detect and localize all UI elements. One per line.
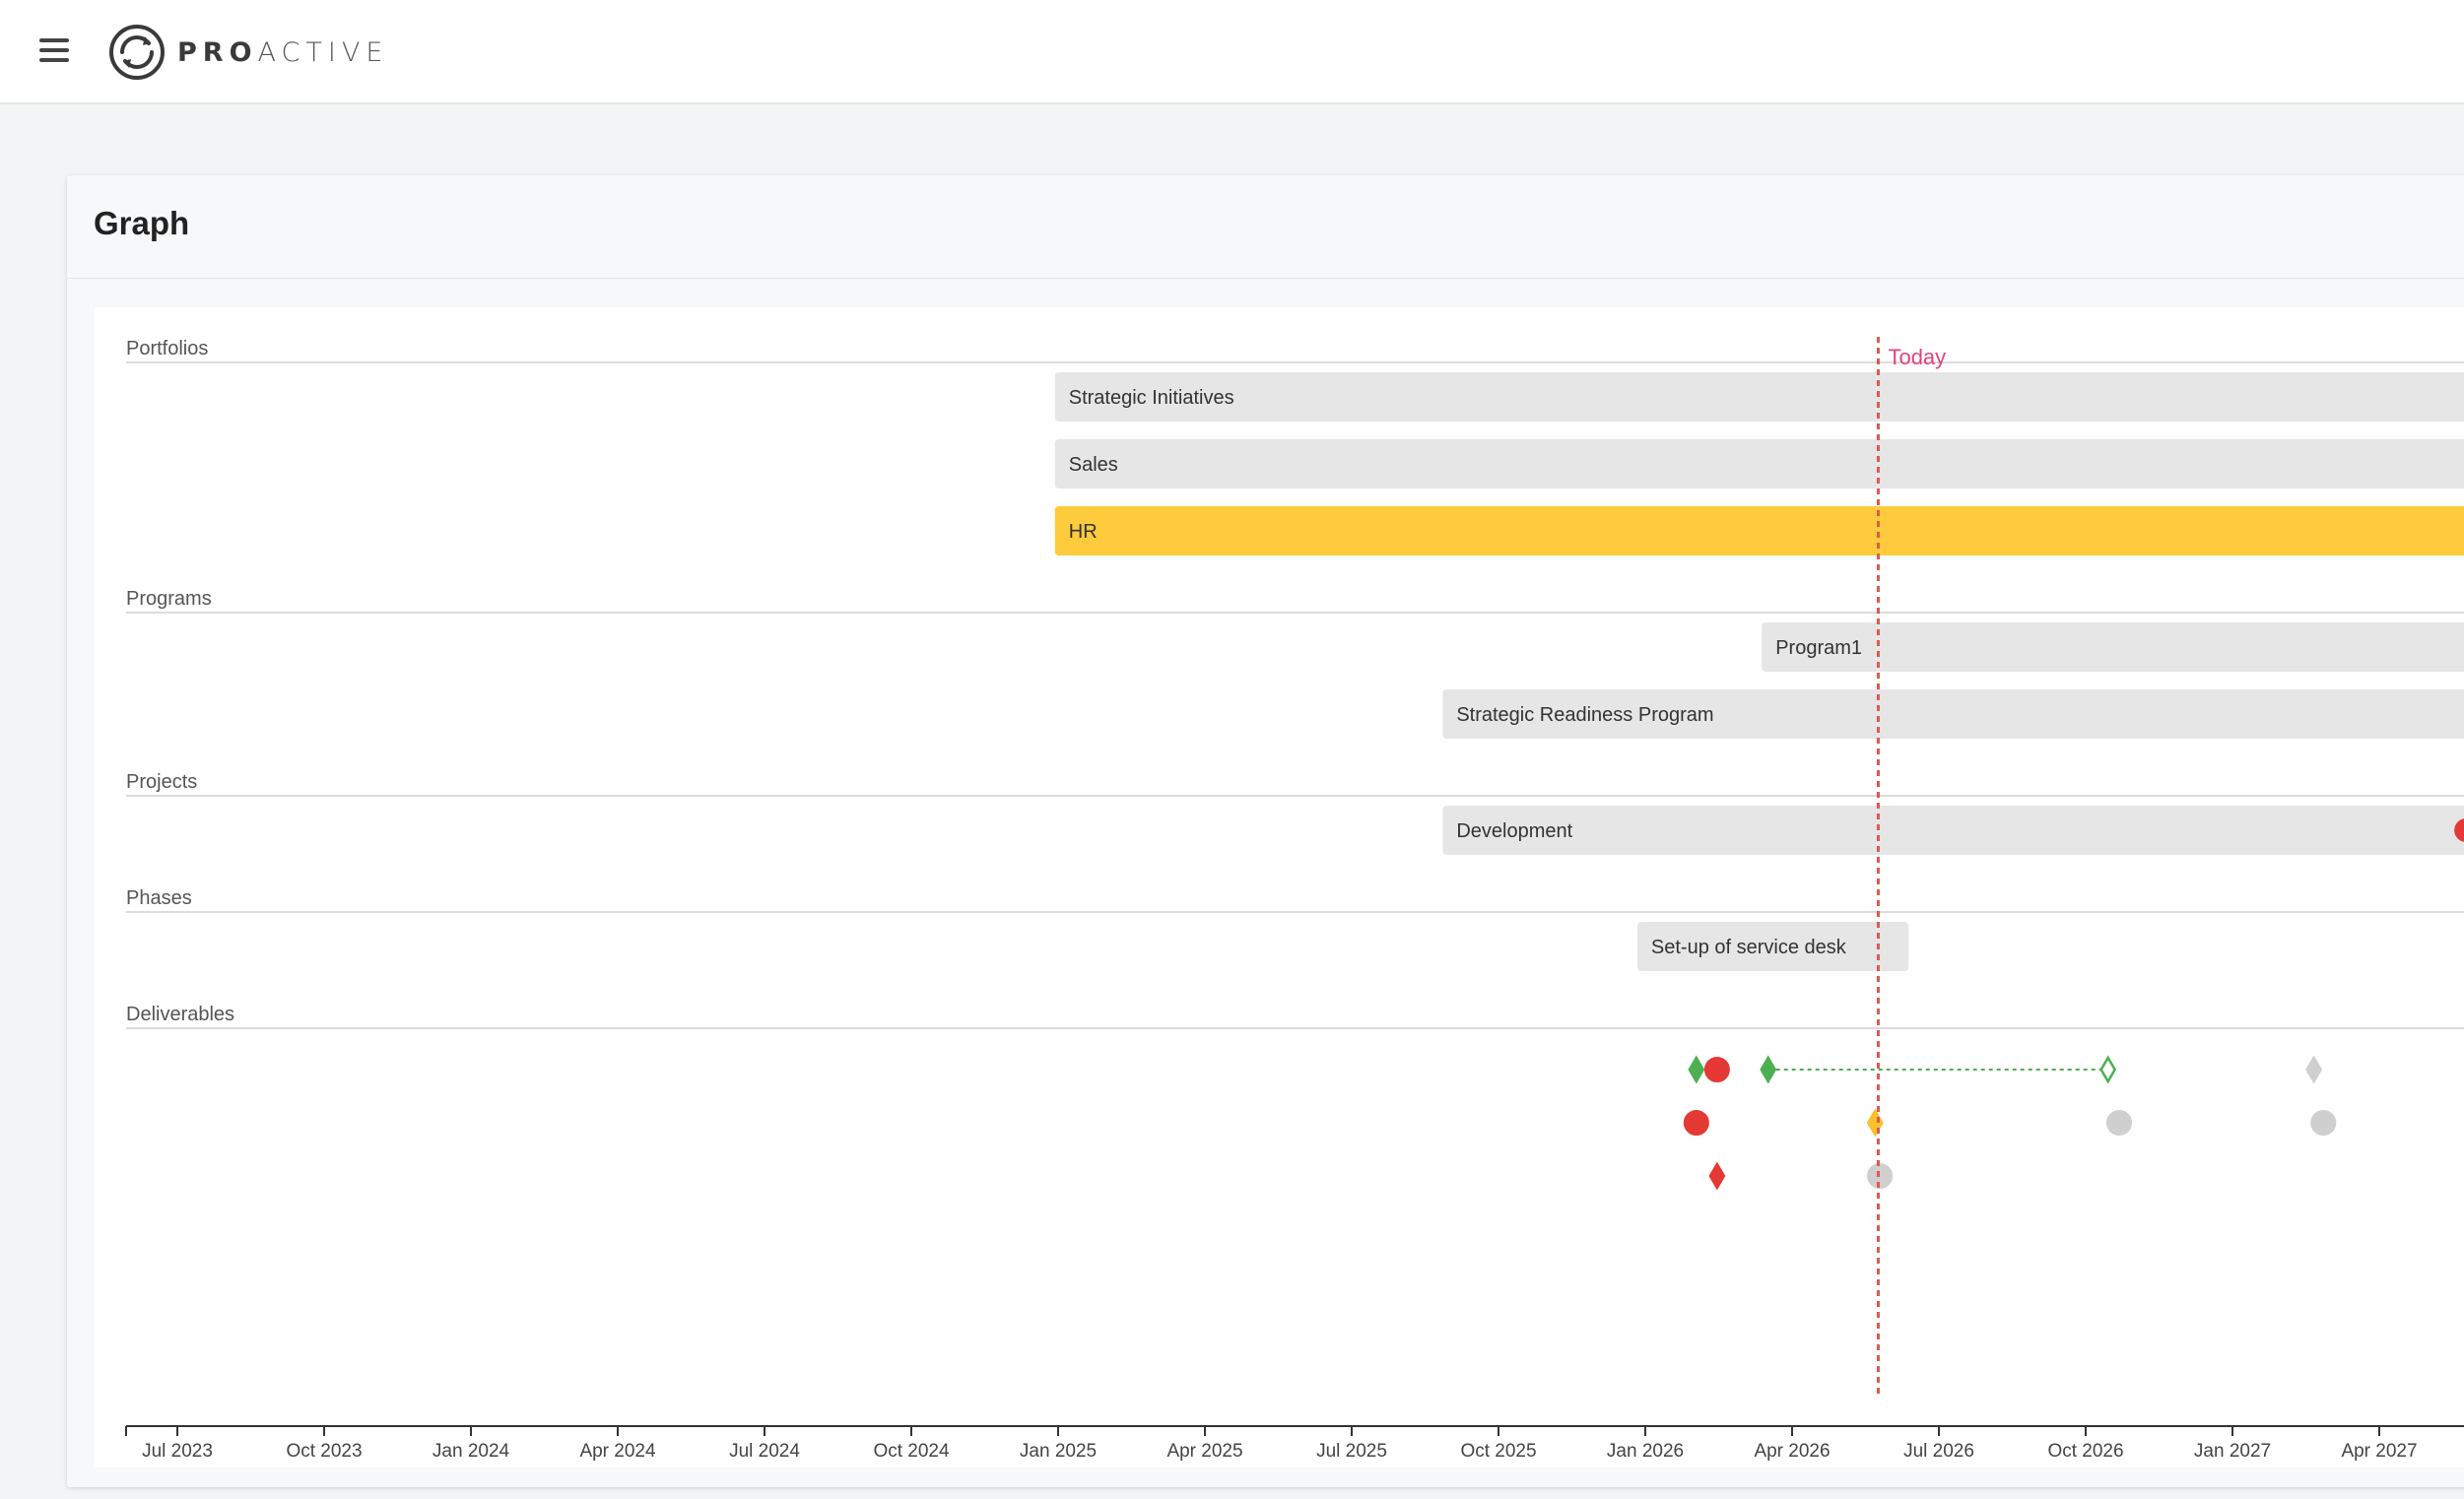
section-label-deliverables: Deliverables — [126, 1004, 234, 1025]
timeline-bar[interactable] — [1442, 806, 2464, 855]
timeline-bar-label: HR — [1069, 521, 1098, 543]
x-axis-tick-label: Oct 2025 — [1460, 1441, 1536, 1462]
deliverable-circle[interactable] — [1867, 1163, 1894, 1189]
timeline-bar-label: Strategic Initiatives — [1069, 387, 1234, 409]
timeline-chart-area: Portfolios Strategic Initiatives Sales HR Pr… — [95, 307, 2464, 1467]
timeline-bar[interactable] — [1054, 506, 2464, 555]
card-header-divider — [67, 278, 2464, 279]
timeline-bar-label: Development — [1456, 820, 1572, 842]
deliverable-diamond[interactable] — [2305, 1055, 2323, 1084]
x-axis-tick-label: Jul 2024 — [729, 1441, 800, 1462]
deliverable-circle[interactable] — [2310, 1110, 2337, 1136]
x-axis-tick-label: Jan 2027 — [2194, 1441, 2271, 1462]
x-axis-tick-label: Oct 2026 — [2047, 1441, 2123, 1462]
timeline-bar[interactable] — [1054, 439, 2464, 489]
x-axis-tick-label: Jul 2023 — [142, 1441, 213, 1462]
deliverable-circle[interactable] — [2106, 1110, 2133, 1136]
timeline-bar-label: Sales — [1069, 454, 1118, 476]
x-axis-tick-label: Jan 2026 — [1607, 1441, 1684, 1462]
deliverable-diamond[interactable] — [1708, 1161, 1726, 1191]
card-title: Graph — [94, 205, 190, 241]
x-axis-tick-label: Oct 2023 — [286, 1441, 362, 1462]
timeline-bar-label: Set-up of service desk — [1651, 937, 1847, 958]
x-axis-tick-label: Jan 2025 — [1020, 1441, 1097, 1462]
x-axis-tick-label: Oct 2024 — [873, 1441, 950, 1462]
deliverable-circle[interactable] — [1683, 1110, 1709, 1136]
x-axis-tick-label: Jul 2026 — [1903, 1441, 1974, 1462]
x-axis-tick-label: Jul 2025 — [1316, 1441, 1387, 1462]
deliverable-diamond[interactable] — [1760, 1055, 1777, 1084]
top-bar: PROACTIVE — [0, 0, 2464, 104]
section-label-projects: Projects — [126, 771, 197, 793]
proactive-logo-icon — [109, 25, 165, 80]
section-label-programs: Programs — [126, 588, 212, 610]
deliverable-diamond[interactable] — [1688, 1055, 1705, 1084]
graph-card: Graph Portfolios Strategic Initiatives Sal… — [67, 175, 2464, 1487]
deliverable-diamond[interactable] — [1866, 1108, 1884, 1138]
deliverable-circle[interactable] — [1703, 1057, 1730, 1082]
timeline-bar[interactable] — [1054, 372, 2464, 422]
hamburger-menu-icon[interactable] — [35, 33, 71, 67]
timeline-bar[interactable] — [1636, 922, 1909, 971]
timeline-chart: Portfolios Strategic Initiatives Sales HR Pr… — [125, 337, 2464, 1462]
section-label-phases: Phases — [126, 887, 192, 909]
timeline-bar-label: Program1 — [1775, 637, 1862, 659]
exclamation-circle-icon[interactable] — [2454, 818, 2464, 842]
deliverable-diamond[interactable] — [2099, 1055, 2117, 1084]
timeline-bar[interactable] — [1442, 689, 2464, 739]
x-axis-tick-label: Apr 2025 — [1166, 1441, 1242, 1462]
x-axis-tick-label: Apr 2024 — [579, 1441, 656, 1462]
timeline-bar-label: Strategic Readiness Program — [1456, 704, 1713, 726]
timeline-bar[interactable] — [1762, 622, 2464, 672]
section-label-portfolios: Portfolios — [126, 338, 208, 359]
today-label: Today — [1888, 345, 1946, 369]
logo-text: PROACTIVE — [177, 36, 389, 68]
logo[interactable]: PROACTIVE — [106, 22, 388, 83]
x-axis-tick-label: Jan 2024 — [433, 1441, 510, 1462]
x-axis-tick-label: Apr 2027 — [2341, 1441, 2417, 1462]
x-axis-tick-label: Apr 2026 — [1754, 1441, 1830, 1462]
